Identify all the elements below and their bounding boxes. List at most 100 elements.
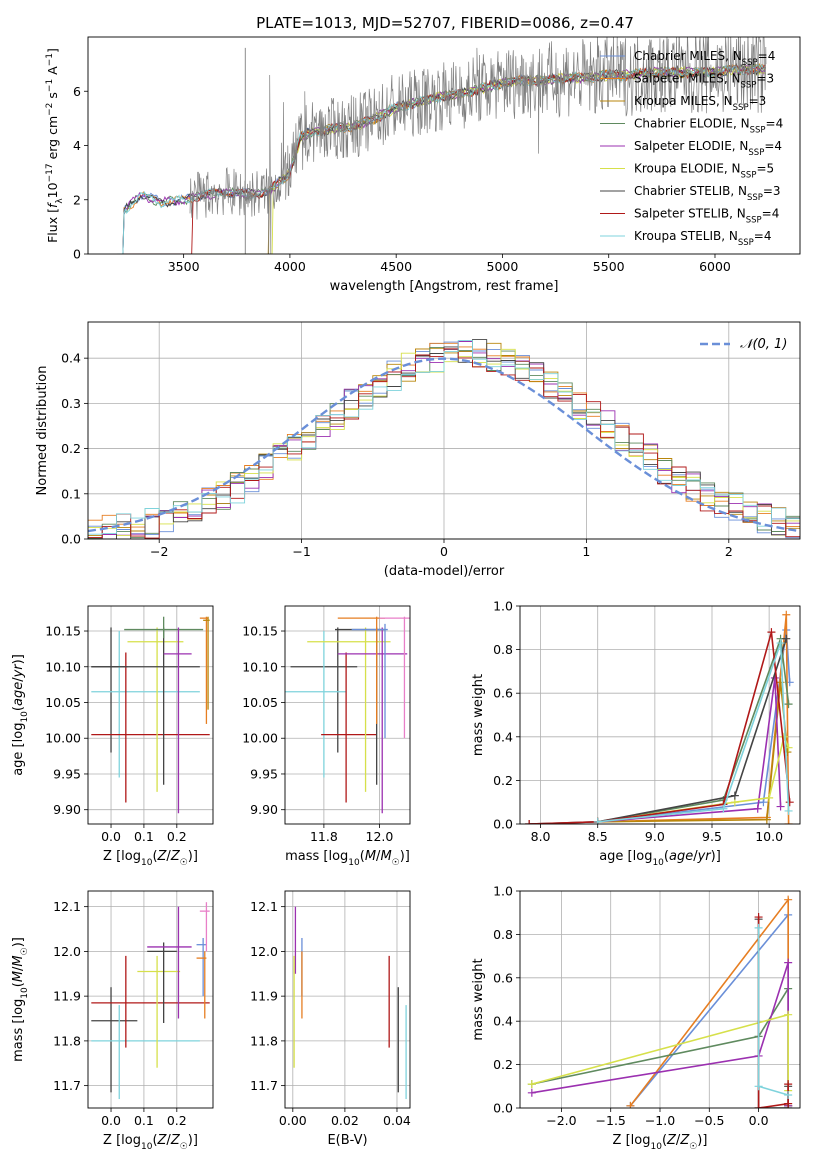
weight-marker	[767, 628, 776, 637]
x-tick-label: 5000	[487, 259, 519, 274]
label-part: Z	[170, 849, 181, 864]
x-tick-label: 8.0	[531, 829, 551, 844]
label-part: /	[166, 849, 171, 864]
legend-text: Chabrier MILES, N	[634, 49, 742, 63]
ylabel-part: −1	[45, 79, 55, 92]
label-part: 10	[650, 1142, 662, 1152]
weight-vs-age-ylabel: mass weight	[471, 674, 486, 756]
label-part: ☉	[20, 947, 30, 955]
y-tick-label: 10.15	[45, 624, 81, 639]
weight-marker	[784, 1099, 793, 1108]
model-line	[117, 64, 766, 254]
y-tick-label: 9.90	[53, 802, 81, 817]
legend-tail: =4	[766, 117, 784, 131]
weight-marker	[785, 798, 794, 807]
weight-marker	[762, 815, 771, 824]
label-part: Z [log	[103, 1133, 141, 1148]
legend-sub: SSP	[742, 58, 758, 68]
x-tick-label: 9.5	[702, 829, 722, 844]
label-part: (	[662, 1133, 667, 1148]
label-part: age	[11, 682, 26, 706]
label-part: M	[365, 849, 376, 864]
y-tick-label: 0.2	[493, 1057, 513, 1072]
label-part: /	[376, 849, 381, 864]
y-tick-label: 0.3	[61, 396, 81, 411]
weight-marker	[730, 791, 739, 800]
weight-marker	[776, 802, 785, 811]
y-tick-label: 0.0	[493, 1101, 513, 1116]
mass-vs-Z-frame	[87, 890, 214, 1109]
weight-marker	[753, 804, 762, 813]
legend-text: Salpeter MILES, N	[634, 72, 741, 86]
weight-marker	[782, 634, 791, 643]
y-tick-label: 0	[73, 247, 81, 262]
y-tick-label: 10.05	[242, 695, 278, 710]
x-tick-label: 0.00	[279, 1113, 307, 1128]
legend-sub: SSP	[750, 126, 766, 136]
legend-sub: SSP	[741, 81, 757, 91]
mass-vs-Z-xlabel: Z [log10(Z/Z☉)]	[103, 1133, 198, 1152]
x-tick-label: 2	[725, 544, 733, 559]
weight-line	[597, 677, 782, 823]
weight-marker	[525, 820, 534, 824]
age-vs-mass-frame	[284, 605, 411, 825]
y-tick-label: 11.7	[53, 1078, 81, 1093]
y-tick-label: 9.95	[250, 766, 278, 781]
label-part: Z	[679, 1133, 690, 1148]
x-tick-label: 0.0	[749, 1113, 769, 1128]
x-tick-label: −2	[150, 544, 168, 559]
y-tick-label: 0.0	[493, 817, 513, 832]
weight-vs-Z-axes: −2.0 −1.5 −1.0 −0.5 0.0 0.0 0.2 0.4 0.6 0.8 1.0	[493, 884, 800, 1128]
y-tick-label: 10.00	[242, 731, 278, 746]
legend-sub: SSP	[738, 238, 754, 248]
legend-sub: SSP	[748, 148, 764, 158]
legend-label: Salpeter MILES, NSSP=3	[634, 72, 774, 91]
label-part: )]	[11, 654, 26, 664]
age-vs-mass-axes: 11.8 12.0 9.90 9.95 10.00 10.05 10.10 10.15	[242, 606, 410, 844]
label-part: ☉	[180, 1142, 188, 1152]
ylabel-part: Flux [	[45, 208, 60, 243]
age-vs-Z-frame	[87, 605, 214, 825]
ylabel-part: A	[45, 66, 60, 79]
spectrum-frame	[87, 36, 801, 255]
weight-line	[597, 642, 790, 823]
label-part: Z	[170, 1133, 181, 1148]
label-part: Z	[157, 849, 168, 864]
ylabel-part: 10	[45, 182, 60, 198]
x-tick-label: 10.0	[755, 829, 783, 844]
x-tick-label: 3500	[168, 259, 200, 274]
weight-marker	[593, 817, 602, 824]
spectrum-ylabel: Flux [fλ10−17 erg cm−2 s−1 A−1]	[45, 48, 65, 243]
x-tick-label: 0.02	[331, 1113, 359, 1128]
residuals-frame	[87, 321, 801, 540]
weight-marker	[527, 1080, 536, 1089]
label-part: 10	[141, 1142, 153, 1152]
y-tick-label: 0.2	[493, 773, 513, 788]
weight-marker	[784, 958, 793, 967]
mass-vs-EBV-axes: 0.00 0.02 0.04 11.7 11.8 11.9 12.0 12.1	[250, 891, 411, 1128]
ylabel-part: −2	[45, 103, 55, 116]
label-part: /	[11, 677, 26, 682]
label-part: (	[360, 849, 365, 864]
label-part: (	[152, 849, 157, 864]
x-tick-label: 4000	[274, 259, 306, 274]
y-tick-label: 1.0	[493, 599, 513, 614]
y-tick-label: 2	[73, 192, 81, 207]
label-part: 10	[20, 711, 30, 723]
label-part: yr	[697, 849, 713, 864]
legend-sub: SSP	[747, 193, 763, 203]
weight-marker	[754, 1104, 763, 1108]
y-tick-label: 6	[73, 84, 81, 99]
weight-marker	[780, 732, 788, 741]
x-tick-label: −2.0	[546, 1113, 576, 1128]
legend-tail: =4	[754, 229, 772, 243]
x-tick-label: 0	[440, 544, 448, 559]
label-part: (	[152, 1133, 157, 1148]
x-tick-label: 0.04	[383, 1113, 411, 1128]
histogram-step	[88, 342, 800, 528]
label-part: M	[11, 955, 26, 966]
mass-vs-Z-points	[91, 902, 210, 1100]
label-part: age [log	[11, 723, 26, 776]
